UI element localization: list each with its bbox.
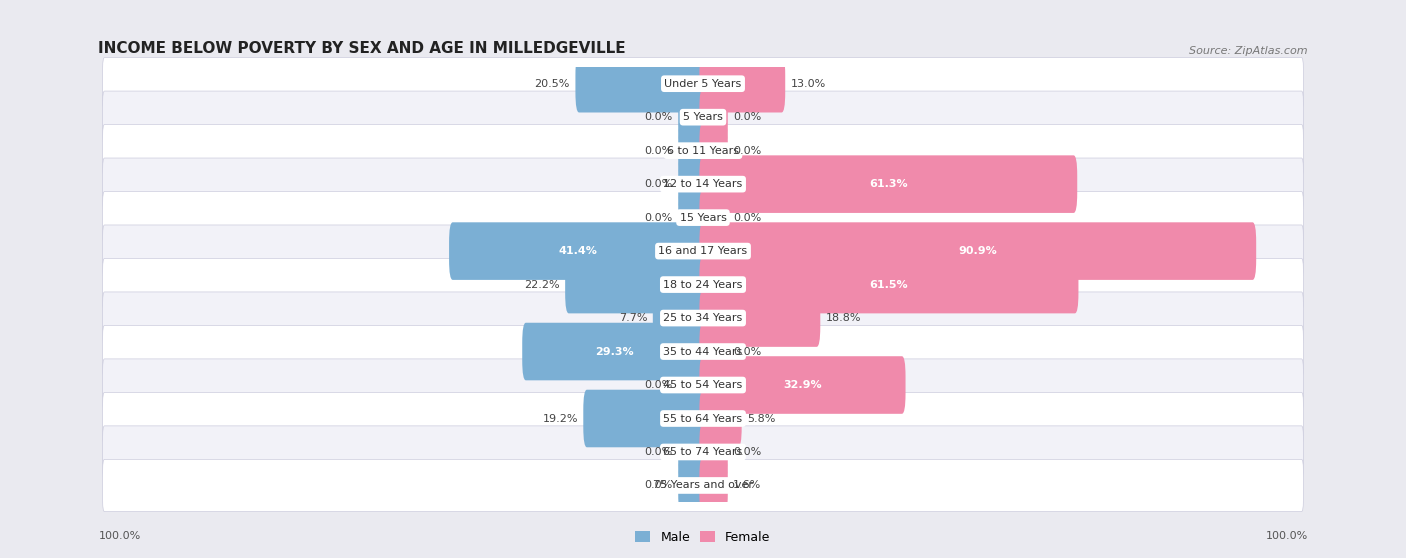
FancyBboxPatch shape [565,256,707,314]
FancyBboxPatch shape [103,225,1303,277]
Text: 12 to 14 Years: 12 to 14 Years [664,179,742,189]
FancyBboxPatch shape [699,189,728,247]
FancyBboxPatch shape [678,122,707,180]
FancyBboxPatch shape [678,189,707,247]
Text: 0.0%: 0.0% [734,112,762,122]
FancyBboxPatch shape [699,222,1256,280]
Text: 0.0%: 0.0% [734,347,762,357]
FancyBboxPatch shape [699,456,728,514]
Text: 0.0%: 0.0% [734,447,762,457]
Text: 0.0%: 0.0% [644,179,672,189]
Text: 0.0%: 0.0% [644,213,672,223]
Text: 75 Years and over: 75 Years and over [652,480,754,490]
FancyBboxPatch shape [678,88,707,146]
FancyBboxPatch shape [575,55,707,113]
FancyBboxPatch shape [699,289,820,347]
FancyBboxPatch shape [699,88,728,146]
FancyBboxPatch shape [103,325,1303,378]
Text: 29.3%: 29.3% [595,347,634,357]
Text: 0.0%: 0.0% [644,112,672,122]
Text: 0.0%: 0.0% [734,146,762,156]
Text: 13.0%: 13.0% [790,79,825,89]
Text: 16 and 17 Years: 16 and 17 Years [658,246,748,256]
Text: 61.5%: 61.5% [869,280,908,290]
Text: 41.4%: 41.4% [558,246,598,256]
Text: 5.8%: 5.8% [747,413,776,424]
FancyBboxPatch shape [103,191,1303,244]
Text: 0.0%: 0.0% [644,380,672,390]
Text: 0.0%: 0.0% [734,213,762,223]
FancyBboxPatch shape [699,256,1078,314]
Text: 1.6%: 1.6% [734,480,762,490]
Text: 18 to 24 Years: 18 to 24 Years [664,280,742,290]
Text: 25 to 34 Years: 25 to 34 Years [664,313,742,323]
FancyBboxPatch shape [652,289,707,347]
Text: 19.2%: 19.2% [543,413,578,424]
FancyBboxPatch shape [103,91,1303,143]
Text: 18.8%: 18.8% [825,313,862,323]
Text: 45 to 54 Years: 45 to 54 Years [664,380,742,390]
Text: 5 Years: 5 Years [683,112,723,122]
Text: 22.2%: 22.2% [524,280,560,290]
FancyBboxPatch shape [103,359,1303,411]
FancyBboxPatch shape [699,155,1077,213]
Text: 20.5%: 20.5% [534,79,569,89]
Text: 100.0%: 100.0% [98,531,141,541]
FancyBboxPatch shape [699,389,742,448]
Text: 61.3%: 61.3% [869,179,908,189]
Text: 0.0%: 0.0% [644,447,672,457]
FancyBboxPatch shape [699,423,728,481]
Text: 0.0%: 0.0% [644,146,672,156]
FancyBboxPatch shape [103,158,1303,210]
Text: 90.9%: 90.9% [959,246,997,256]
FancyBboxPatch shape [103,57,1303,110]
FancyBboxPatch shape [583,389,707,448]
FancyBboxPatch shape [449,222,707,280]
Text: 65 to 74 Years: 65 to 74 Years [664,447,742,457]
Text: 15 Years: 15 Years [679,213,727,223]
Text: 6 to 11 Years: 6 to 11 Years [666,146,740,156]
Text: 55 to 64 Years: 55 to 64 Years [664,413,742,424]
FancyBboxPatch shape [103,426,1303,478]
Text: INCOME BELOW POVERTY BY SEX AND AGE IN MILLEDGEVILLE: INCOME BELOW POVERTY BY SEX AND AGE IN M… [98,41,626,56]
Text: Under 5 Years: Under 5 Years [665,79,741,89]
Text: 7.7%: 7.7% [619,313,647,323]
Text: 0.0%: 0.0% [644,480,672,490]
FancyBboxPatch shape [699,323,728,381]
FancyBboxPatch shape [522,323,707,381]
FancyBboxPatch shape [678,423,707,481]
FancyBboxPatch shape [678,155,707,213]
Text: 32.9%: 32.9% [783,380,821,390]
Text: 35 to 44 Years: 35 to 44 Years [664,347,742,357]
FancyBboxPatch shape [678,456,707,514]
FancyBboxPatch shape [103,258,1303,311]
FancyBboxPatch shape [699,356,905,414]
FancyBboxPatch shape [103,124,1303,177]
Text: 100.0%: 100.0% [1265,531,1308,541]
Legend: Male, Female: Male, Female [630,526,776,549]
FancyBboxPatch shape [103,459,1303,512]
FancyBboxPatch shape [678,356,707,414]
Text: Source: ZipAtlas.com: Source: ZipAtlas.com [1189,46,1308,56]
FancyBboxPatch shape [699,55,785,113]
FancyBboxPatch shape [103,392,1303,445]
FancyBboxPatch shape [699,122,728,180]
FancyBboxPatch shape [103,292,1303,344]
